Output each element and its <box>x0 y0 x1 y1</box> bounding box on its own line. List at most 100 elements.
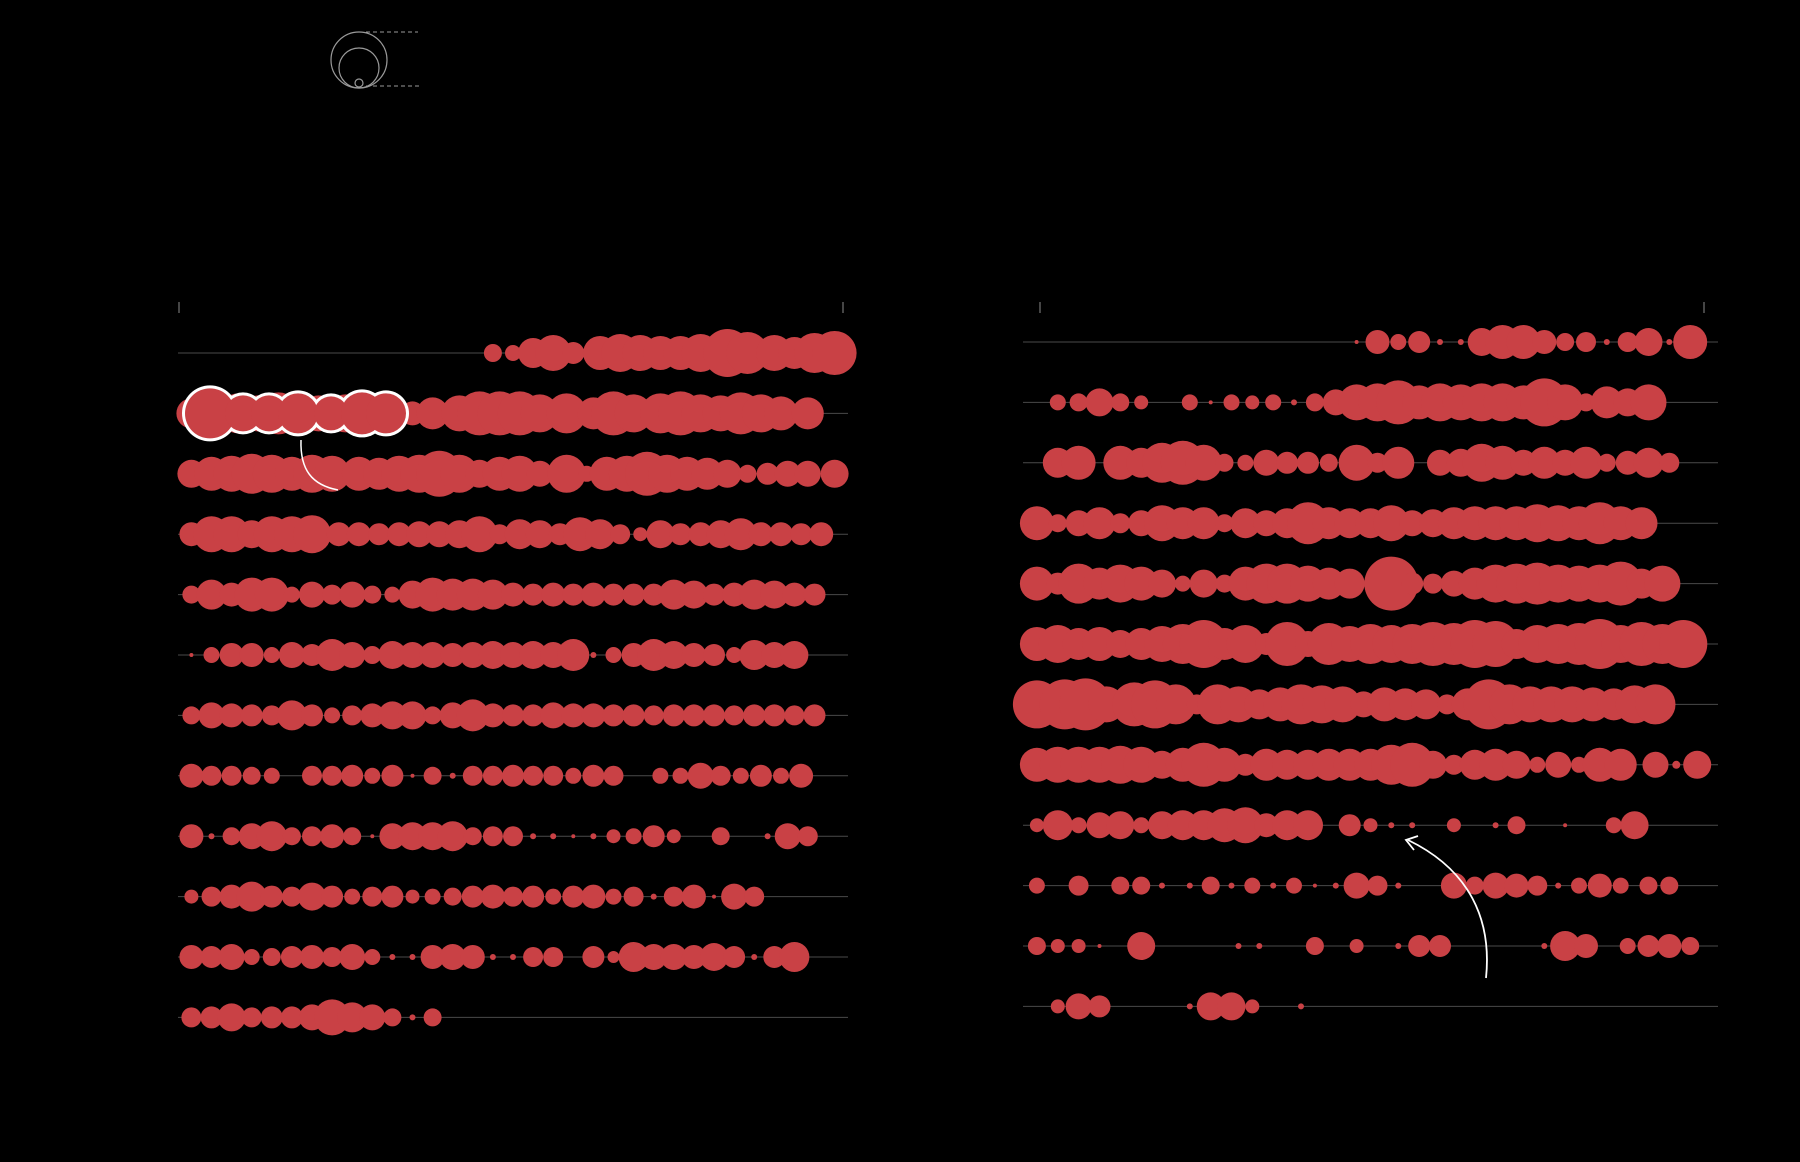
bubble-1-7-8 <box>324 707 341 724</box>
bubble-1-10-12 <box>405 889 420 904</box>
row-2-6 <box>1019 619 1718 669</box>
bubble-2-4-18 <box>1373 505 1410 542</box>
bubble-2-12-3 <box>1088 995 1111 1018</box>
bubble-2-6-4 <box>1082 627 1117 661</box>
bubble-2-11-11 <box>1408 935 1431 957</box>
bubble-2-3-13 <box>1319 453 1338 472</box>
bubble-2-1-4 <box>1408 331 1431 353</box>
size-legend <box>330 31 420 89</box>
bubble-2-3-7 <box>1185 444 1222 481</box>
bubble-1-10-20 <box>562 885 585 908</box>
bubble-1-5-27 <box>703 583 725 606</box>
bubble-1-7-4 <box>240 704 263 727</box>
bubble-1-6-14 <box>440 643 465 667</box>
bubble-1-8-22 <box>652 767 669 784</box>
bubble-2-4-11 <box>1230 508 1261 539</box>
bubble-1-10-17 <box>503 886 523 907</box>
bubble-1-8-10 <box>381 764 404 787</box>
bubble-1-9-9 <box>343 827 362 846</box>
bubble-2-9-3 <box>1070 817 1087 834</box>
bubble-1-10-19 <box>545 888 562 905</box>
bubble-1-8-20 <box>582 764 605 787</box>
bubble-2-8-24 <box>1502 750 1531 779</box>
bubble-2-11-13 <box>1541 943 1548 949</box>
bubble-1-7-27 <box>703 704 725 727</box>
bubble-2-6-11 <box>1226 625 1265 663</box>
bubble-1-5-9 <box>339 581 366 608</box>
row-1-11 <box>178 942 848 972</box>
bubble-1-5-11 <box>384 586 401 603</box>
bubble-2-10-1 <box>1028 877 1045 894</box>
bubble-1-10-10 <box>362 886 383 907</box>
bubble-1-4-9 <box>346 522 371 547</box>
bubble-1-7-19 <box>540 702 567 729</box>
bubble-1-5-7 <box>299 581 325 608</box>
bubble-2-2-6 <box>1181 394 1198 411</box>
bubble-2-1-17 <box>1673 325 1708 359</box>
bubble-2-5-19 <box>1423 573 1443 594</box>
bubble-2-9-16 <box>1363 818 1378 833</box>
bubble-2-2-1 <box>1049 394 1066 411</box>
bubble-2-11-17 <box>1637 935 1660 957</box>
bubble-1-9-26 <box>711 827 730 846</box>
bubble-2-4-16 <box>1334 508 1365 539</box>
bubble-1-12-5 <box>260 1006 283 1029</box>
bubble-2-5-1 <box>1019 566 1054 601</box>
bubble-1-3-28 <box>738 464 757 483</box>
bubble-1-10-26 <box>681 884 706 909</box>
bubble-2-5-10 <box>1215 574 1234 593</box>
bubble-1-8-17 <box>523 765 544 786</box>
legend-circle-small <box>354 78 364 88</box>
bubble-1-11-2 <box>200 946 223 968</box>
bubble-1-7-16 <box>480 703 505 728</box>
bubble-1-6-29 <box>739 640 770 670</box>
annotation-arrow-right <box>1407 839 1488 979</box>
bubble-1-10-7 <box>298 882 326 911</box>
bubble-1-4-30 <box>769 522 793 547</box>
bubble-1-12-1 <box>181 1007 202 1028</box>
bubble-1-11-20 <box>582 946 605 968</box>
bubble-2-3-14 <box>1338 444 1375 481</box>
bubble-1-7-15 <box>456 699 489 732</box>
bubble-1-8-2 <box>201 765 222 786</box>
bubble-1-10-14 <box>443 887 462 906</box>
bubble-1-11-9 <box>339 944 366 970</box>
bubble-1-9-1 <box>179 824 204 849</box>
bubble-1-7-32 <box>803 704 826 727</box>
bubble-2-2-11 <box>1291 399 1297 406</box>
bubble-1-6-4 <box>239 643 264 667</box>
bubble-1-10-25 <box>663 886 684 907</box>
bubble-2-3-26 <box>1615 450 1640 475</box>
highlight-cluster <box>182 385 409 442</box>
bubble-1-11-24 <box>660 944 687 970</box>
bubble-2-4-10 <box>1215 514 1234 533</box>
bubble-2-11-16 <box>1619 938 1636 954</box>
bubble-1-3-31 <box>794 460 821 487</box>
bubble-1-4-21 <box>585 519 616 550</box>
bubble-2-9-14 <box>1293 810 1323 841</box>
bubble-1-7-24 <box>643 705 664 726</box>
bubble-1-6-17 <box>500 642 526 668</box>
bubble-2-1-1 <box>1354 340 1359 344</box>
bubble-2-8-30 <box>1642 751 1669 778</box>
bubble-1-12-3 <box>217 1003 246 1032</box>
bubble-2-11-3 <box>1071 939 1086 953</box>
bubble-2-8-20 <box>1419 750 1447 779</box>
bubble-2-11-12 <box>1429 935 1451 957</box>
bubble-1-5-2 <box>196 579 227 610</box>
bubble-1-10-24 <box>650 893 657 900</box>
bubble-2-10-5 <box>1159 882 1165 889</box>
bubble-1-6-8 <box>316 639 349 671</box>
bubble-1-4-28 <box>724 518 757 551</box>
bubble-1-7-18 <box>522 704 545 727</box>
bubble-2-1-15 <box>1634 328 1663 356</box>
bubble-1-10-22 <box>605 888 622 905</box>
row-2-4 <box>1019 502 1718 545</box>
bubble-2-7-20 <box>1437 694 1457 715</box>
bubble-2-2-4 <box>1111 393 1130 412</box>
bubble-1-1-4 <box>535 335 572 371</box>
bubble-1-12-11 <box>383 1008 402 1027</box>
bubble-2-10-21 <box>1527 875 1548 896</box>
bubble-1-10-18 <box>522 885 545 908</box>
